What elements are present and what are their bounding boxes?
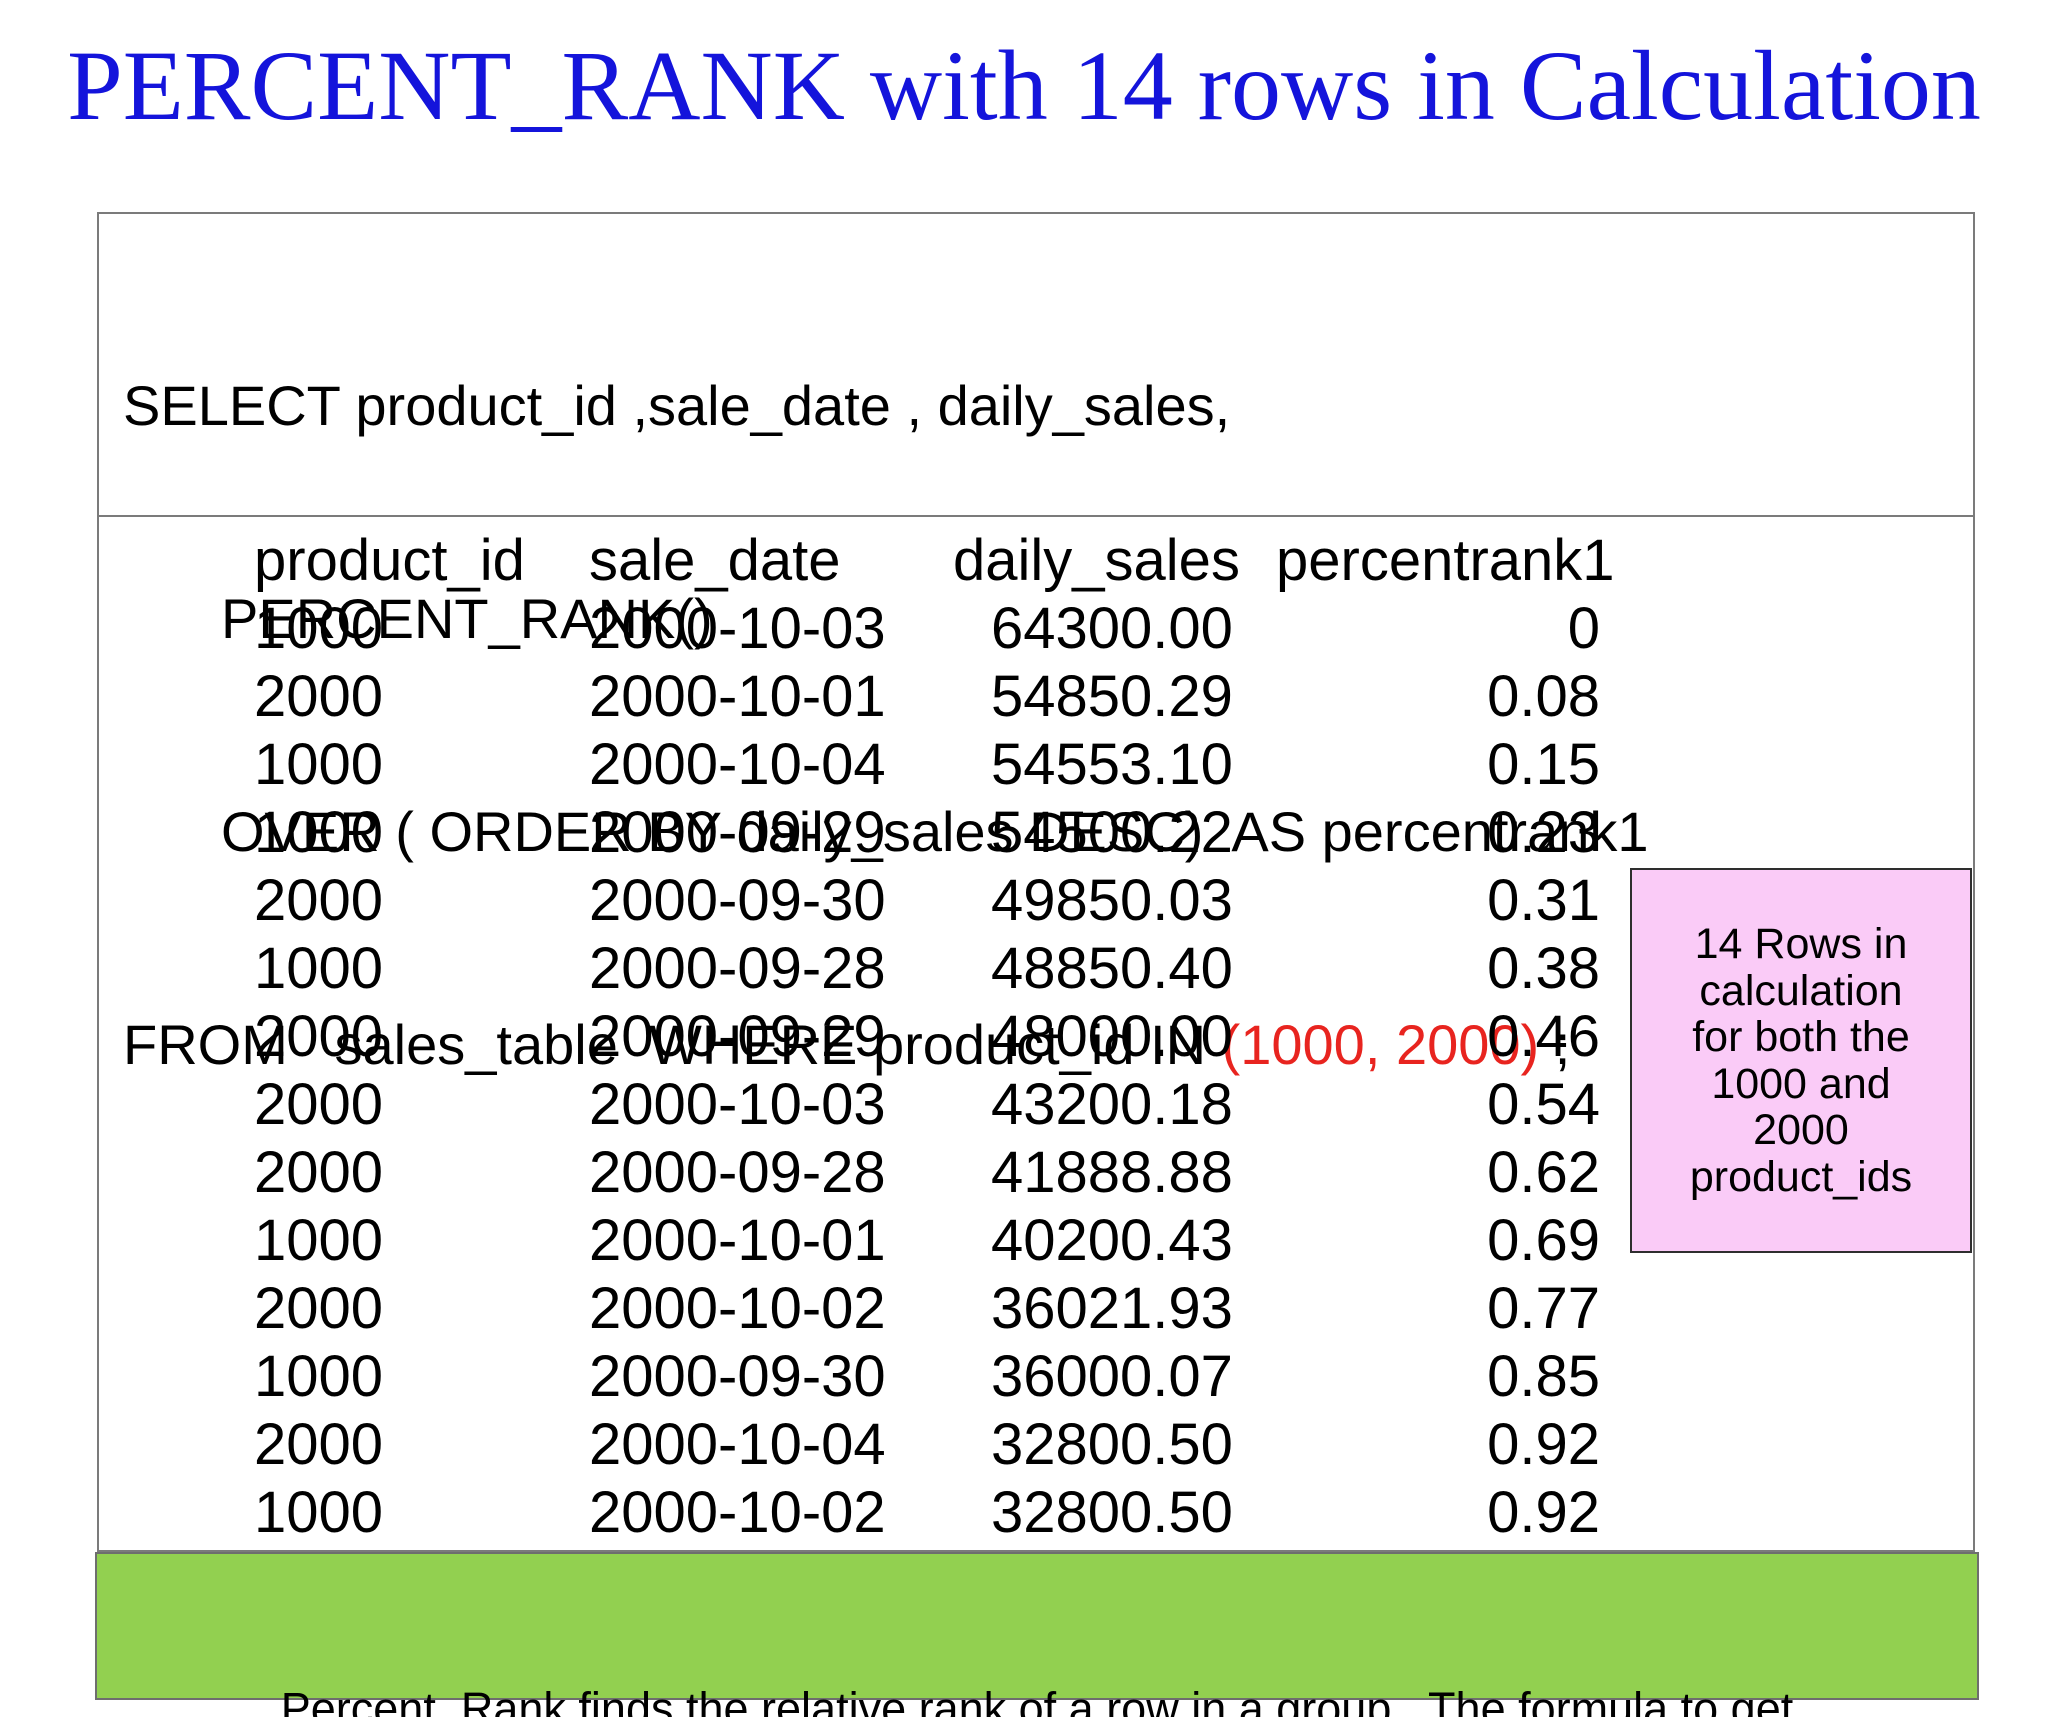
- cell-daily-sales: 36021.93: [991, 1276, 1233, 1341]
- table-row: 2000 2000-09-29 48000.00 0.46: [99, 1003, 1973, 1071]
- cell-percentrank1: 0.77: [1487, 1276, 1600, 1341]
- callout-14-rows: 14 Rows in calculation for both the 1000…: [1630, 868, 1972, 1253]
- sql-from-suffix: ;: [1539, 1013, 1571, 1076]
- footer-note: Percent_Rank finds the relative rank of …: [95, 1552, 1979, 1717]
- cell-product-id: 2000: [254, 1412, 384, 1477]
- table-header-row: product_id sale_date daily_sales percent…: [99, 527, 1973, 595]
- table-row: 2000 2000-09-30 49850.03 0.31: [99, 867, 1973, 935]
- callout-line: 1000 and: [1711, 1059, 1891, 1108]
- cell-percentrank1: 0: [1567, 596, 1600, 661]
- result-table: product_id sale_date daily_sales percent…: [99, 517, 1973, 1547]
- table-row: 1000 2000-10-03 64300.00 0: [99, 595, 1973, 663]
- footer-note-line: Percent_Rank finds the relative rank of …: [280, 1683, 1794, 1717]
- cell-sale-date: 2000-09-29: [589, 800, 886, 865]
- table-row: 1000 2000-10-01 40200.43 0.69: [99, 1207, 1973, 1275]
- cell-percentrank1: 0.38: [1487, 936, 1600, 1001]
- cell-percentrank1: 0.69: [1487, 1208, 1600, 1273]
- callout-line: 14 Rows in: [1694, 920, 1908, 968]
- cell-product-id: 2000: [254, 868, 384, 933]
- table-row: 2000 2000-10-01 54850.29 0.08: [99, 663, 1973, 731]
- cell-product-id: 2000: [254, 1072, 384, 1137]
- cell-daily-sales: 54850.29: [991, 664, 1233, 729]
- cell-daily-sales: 64300.00: [991, 596, 1233, 661]
- cell-daily-sales: 32800.50: [991, 1412, 1233, 1477]
- cell-sale-date: 2000-09-29: [589, 1004, 886, 1069]
- cell-percentrank1: 0.15: [1487, 732, 1600, 797]
- page-title: PERCENT_RANK with 14 rows in Calculation: [67, 30, 1981, 141]
- cell-sale-date: 2000-10-03: [589, 1072, 886, 1137]
- cell-sale-date: 2000-10-01: [589, 664, 886, 729]
- cell-percentrank1: 0.08: [1487, 664, 1600, 729]
- cell-percentrank1: 0.31: [1487, 868, 1600, 933]
- cell-daily-sales: 32800.50: [991, 1480, 1233, 1545]
- cell-product-id: 1000: [254, 1480, 384, 1545]
- cell-percentrank1: 0.92: [1487, 1412, 1600, 1477]
- sql-in-values-highlight: (1000, 2000): [1221, 1013, 1540, 1076]
- column-header-daily-sales: daily_sales: [953, 528, 1240, 593]
- cell-sale-date: 2000-10-04: [589, 1412, 886, 1477]
- cell-product-id: 2000: [254, 664, 384, 729]
- cell-daily-sales: 43200.18: [991, 1072, 1233, 1137]
- cell-percentrank1: 0.54: [1487, 1072, 1600, 1137]
- cell-daily-sales: 41888.88: [991, 1140, 1233, 1205]
- cell-sale-date: 2000-10-02: [589, 1276, 886, 1341]
- sql-line-over: OVER ( ORDER BY daily_sales DESC) AS per…: [221, 800, 1649, 863]
- cell-daily-sales: 40200.43: [991, 1208, 1233, 1273]
- sql-line-from: FROM sales_table WHERE product_id IN (10…: [123, 1009, 1973, 1080]
- cell-sale-date: 2000-09-28: [589, 936, 886, 1001]
- cell-percentrank1: 0.62: [1487, 1140, 1600, 1205]
- cell-daily-sales: 49850.03: [991, 868, 1233, 933]
- cell-percentrank1: 0.92: [1487, 1480, 1600, 1545]
- cell-daily-sales: 48000.00: [991, 1004, 1233, 1069]
- cell-sale-date: 2000-09-30: [589, 868, 886, 933]
- table-row: 1000 2000-09-28 48850.40 0.38: [99, 935, 1973, 1003]
- column-header-product-id: product_id: [254, 528, 525, 593]
- cell-product-id: 1000: [254, 1344, 384, 1409]
- table-row: 1000 2000-10-02 32800.50 0.92: [99, 1479, 1973, 1547]
- cell-product-id: 1000: [254, 732, 384, 797]
- table-row: 2000 2000-10-02 36021.93 0.77: [99, 1275, 1973, 1343]
- callout-line: 2000: [1753, 1106, 1849, 1154]
- cell-product-id: 1000: [254, 936, 384, 1001]
- sql-line-select: SELECT product_id ,sale_date , daily_sal…: [123, 374, 1231, 437]
- sql-from-prefix: FROM sales_table WHERE product_id IN: [123, 1013, 1222, 1076]
- cell-percentrank1: 0.46: [1487, 1004, 1600, 1069]
- callout-line: calculation: [1699, 966, 1903, 1015]
- cell-sale-date: 2000-10-01: [589, 1208, 886, 1273]
- table-row: 2000 2000-10-03 43200.18 0.54: [99, 1071, 1973, 1139]
- column-header-sale-date: sale_date: [589, 528, 841, 593]
- callout-line: product_ids: [1689, 1152, 1913, 1201]
- cell-sale-date: 2000-10-02: [589, 1480, 886, 1545]
- cell-daily-sales: 54553.10: [991, 732, 1233, 797]
- cell-sale-date: 2000-10-03: [589, 596, 886, 661]
- table-row: 1000 2000-10-04 54553.10 0.15: [99, 731, 1973, 799]
- cell-product-id: 1000: [254, 596, 384, 661]
- cell-daily-sales: 36000.07: [991, 1344, 1233, 1409]
- callout-line: for both the: [1692, 1013, 1910, 1061]
- cell-daily-sales: 48850.40: [991, 936, 1233, 1001]
- cell-daily-sales: 54500.22: [991, 800, 1233, 865]
- cell-product-id: 1000: [254, 800, 384, 865]
- cell-percentrank1: 0.85: [1487, 1344, 1600, 1409]
- cell-percentrank1: 0.23: [1487, 800, 1600, 865]
- cell-product-id: 1000: [254, 1208, 384, 1273]
- table-row: 2000 2000-10-04 32800.50 0.92: [99, 1411, 1973, 1479]
- sql-line-percent-rank: PERCENT_RANK(): [221, 587, 713, 650]
- table-row: 2000 2000-09-28 41888.88 0.62: [99, 1139, 1973, 1207]
- cell-sale-date: 2000-10-04: [589, 732, 886, 797]
- cell-product-id: 2000: [254, 1004, 384, 1069]
- table-row: 1000 2000-09-30 36000.07 0.85: [99, 1343, 1973, 1411]
- cell-sale-date: 2000-09-30: [589, 1344, 886, 1409]
- sql-query: SELECT product_id ,sale_date , daily_sal…: [99, 214, 1973, 1076]
- cell-sale-date: 2000-09-28: [589, 1140, 886, 1205]
- column-header-percentrank1: percentrank1: [1276, 528, 1615, 593]
- cell-product-id: 2000: [254, 1276, 384, 1341]
- table-row: 1000 2000-09-29 54500.22 0.23: [99, 799, 1973, 867]
- cell-product-id: 2000: [254, 1140, 384, 1205]
